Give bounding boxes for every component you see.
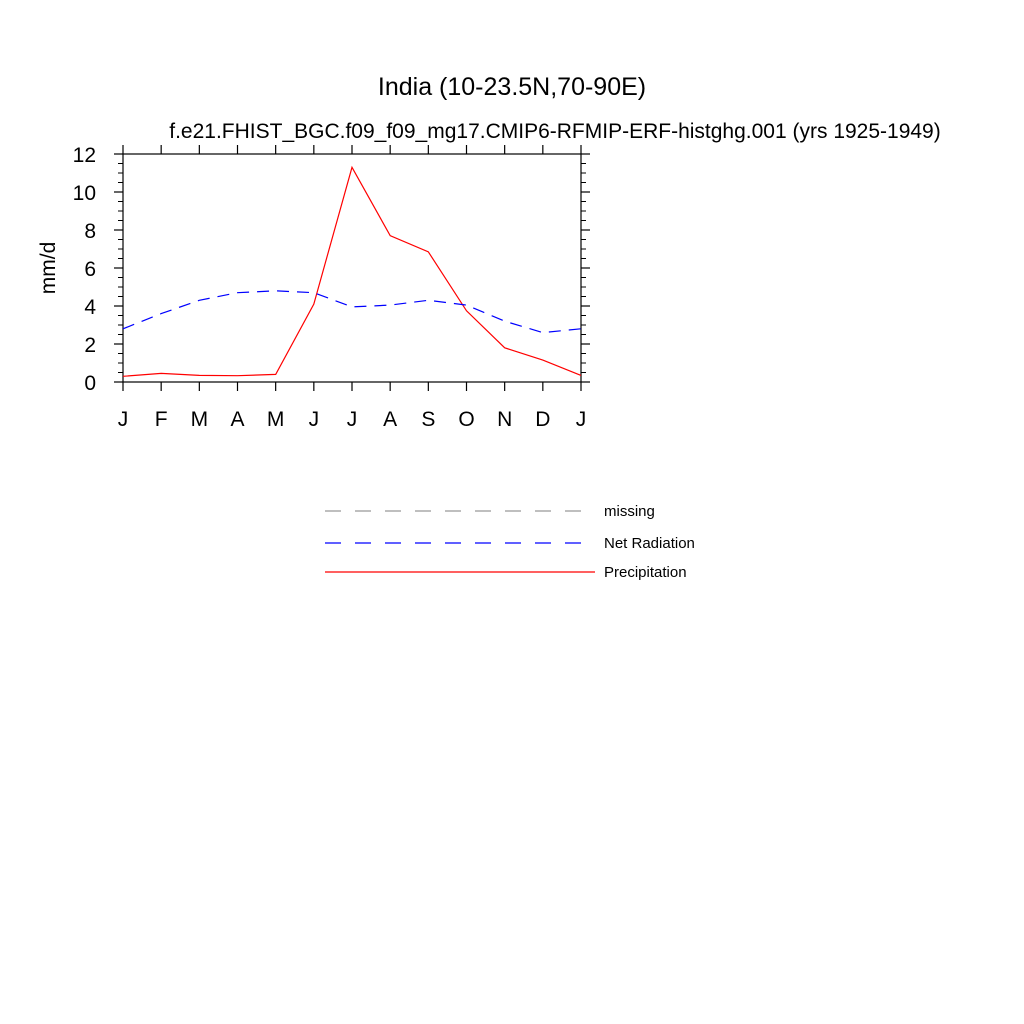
y-tick-label: 10 <box>73 182 96 205</box>
y-axis-label: mm/d <box>37 242 60 295</box>
chart-subtitle: f.e21.FHIST_BGC.f09_f09_mg17.CMIP6-RFMIP… <box>169 120 940 143</box>
legend: missing Net Radiation Precipitation <box>325 503 695 581</box>
y-tick-label: 12 <box>73 144 96 167</box>
x-tick-label: S <box>421 408 435 431</box>
x-tick-label: M <box>267 408 285 431</box>
plot-frame <box>122 153 582 383</box>
y-tick-label: 2 <box>84 334 96 357</box>
series-line-precipitation <box>122 165 582 377</box>
x-tick-label: O <box>458 408 474 431</box>
y-tick-label: 4 <box>84 296 96 319</box>
x-tick-label: N <box>497 408 512 431</box>
y-tick-label: 0 <box>84 372 96 395</box>
x-tick-label: J <box>576 408 587 431</box>
x-tick-label: M <box>191 408 209 431</box>
series-line-net-radiation <box>122 290 582 334</box>
legend-label: missing <box>604 503 655 520</box>
series-layer <box>122 165 582 377</box>
x-tick-label: J <box>309 408 320 431</box>
x-tick-label: F <box>155 408 168 431</box>
x-tick-label: J <box>347 408 358 431</box>
legend-label: Precipitation <box>604 564 687 581</box>
legend-label: Net Radiation <box>604 535 695 552</box>
x-tick-label: A <box>230 408 244 431</box>
x-tick-label: J <box>118 408 129 431</box>
x-tick-label: A <box>383 408 397 431</box>
y-tick-label: 8 <box>84 220 96 243</box>
chart-title: India (10-23.5N,70-90E) <box>378 73 646 101</box>
y-tick-label: 6 <box>84 258 96 281</box>
x-tick-label: D <box>535 408 550 431</box>
